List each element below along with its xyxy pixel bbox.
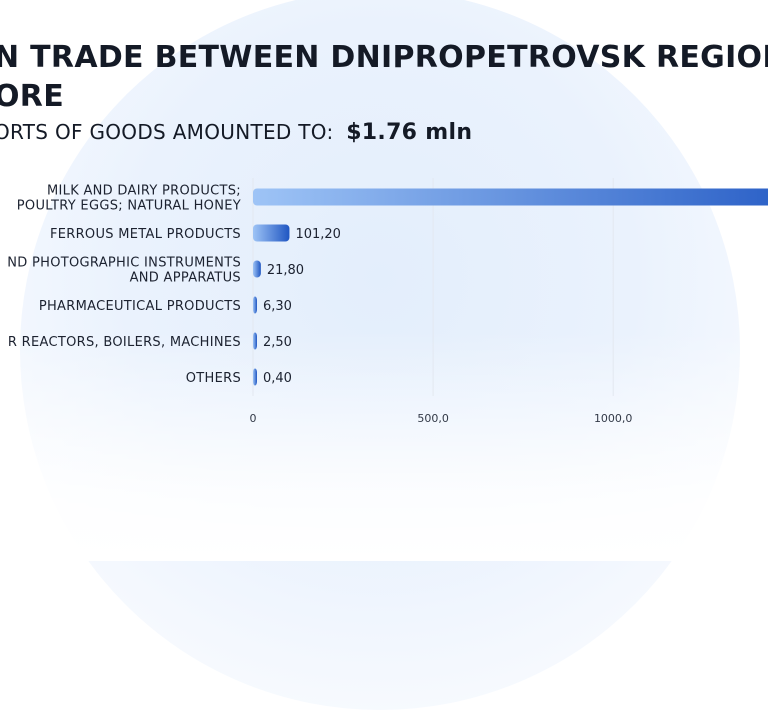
subtitle-label: ORTS OF GOODS AMOUNTED TO: — [0, 120, 334, 144]
category-label: AND APPARATUS — [130, 271, 241, 286]
page-title: N TRADE BETWEEN DNIPROPETROVSK REGION OR… — [0, 38, 768, 116]
data-label: 21,80 — [267, 263, 304, 278]
bar — [253, 261, 261, 278]
bar — [253, 333, 257, 350]
bar-layer — [253, 189, 768, 386]
grid-layer — [253, 178, 768, 396]
category-label: R REACTORS, BOILERS, MACHINES — [8, 335, 241, 350]
category-label: POULTRY EGGS; NATURAL HONEY — [17, 199, 241, 214]
data-label: 2,50 — [263, 335, 292, 350]
category-label: OTHERS — [186, 371, 241, 386]
subtitle: ORTS OF GOODS AMOUNTED TO: $1.76 mln — [0, 120, 472, 145]
data-label: 6,30 — [263, 299, 292, 314]
bar — [253, 297, 257, 314]
x-tick-label: 500,0 — [417, 412, 449, 425]
category-label: MILK AND DAIRY PRODUCTS; — [47, 184, 241, 199]
data-label: 101,20 — [295, 227, 341, 242]
data-label: 0,40 — [263, 371, 292, 386]
bar — [253, 189, 768, 206]
label-layer: MILK AND DAIRY PRODUCTS;POULTRY EGGS; NA… — [7, 184, 341, 387]
title-line-2: ORE — [0, 77, 768, 116]
bar-chart: MILK AND DAIRY PRODUCTS;POULTRY EGGS; NA… — [0, 170, 768, 430]
title-line-1: N TRADE BETWEEN DNIPROPETROVSK REGION — [0, 38, 768, 77]
x-tick-label: 1000,0 — [594, 412, 633, 425]
bar — [253, 225, 289, 242]
subtitle-amount: $1.76 mln — [346, 120, 472, 145]
bar — [253, 369, 257, 386]
category-label: FERROUS METAL PRODUCTS — [50, 227, 241, 242]
x-tick-label: 0 — [250, 412, 257, 425]
category-label: PHARMACEUTICAL PRODUCTS — [39, 299, 241, 314]
category-label: ND PHOTOGRAPHIC INSTRUMENTS — [7, 256, 241, 271]
